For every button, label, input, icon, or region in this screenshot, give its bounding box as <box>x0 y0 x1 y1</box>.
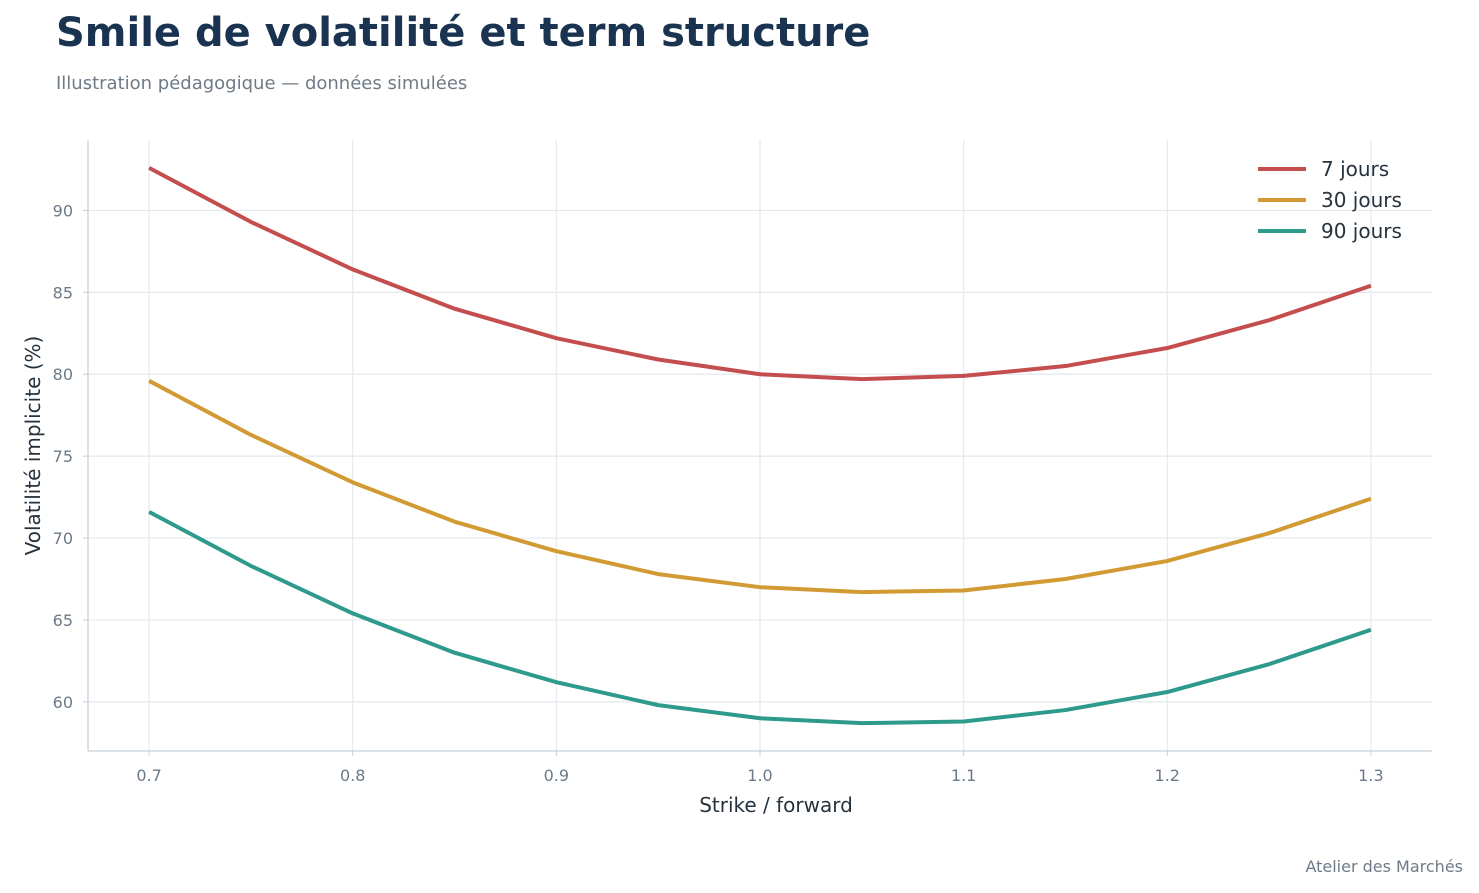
x-tick-label: 1.2 <box>1155 766 1180 785</box>
series-line-90-jours <box>148 510 1372 726</box>
series-line-7-jours <box>148 166 1372 382</box>
y-tick-label: 75 <box>53 447 73 466</box>
axes-layer: 0.7 0.8 0.9 1.0 1.1 1.2 1.3 60 65 70 75 80 85 90 <box>53 140 1432 785</box>
legend: 7 jours 30 jours 90 jours <box>1258 157 1402 243</box>
y-tick-label: 70 <box>53 529 73 548</box>
legend-label: 30 jours <box>1321 188 1402 212</box>
x-tick-label: 0.7 <box>136 766 161 785</box>
chart-subtitle: Illustration pédagogique — données simul… <box>56 73 468 94</box>
y-tick-label: 90 <box>53 201 73 220</box>
series-line-30-jours <box>148 379 1372 595</box>
chart-title: Smile de volatilité et term structure <box>56 10 871 56</box>
credit-text: Atelier des Marchés <box>1305 857 1463 876</box>
x-axis-title: Strike / forward <box>699 793 853 817</box>
y-axis-title: Volatilité implicite (%) <box>21 336 45 556</box>
legend-label: 7 jours <box>1321 157 1389 181</box>
x-tick-label: 1.0 <box>747 766 772 785</box>
y-tick-label: 85 <box>53 283 73 302</box>
grid-layer <box>88 140 1432 751</box>
x-tick-label: 0.8 <box>340 766 365 785</box>
y-tick-label: 65 <box>53 611 73 630</box>
x-tick-label: 0.9 <box>544 766 569 785</box>
series-layer <box>148 166 1372 726</box>
y-tick-label: 80 <box>53 365 73 384</box>
x-tick-label: 1.3 <box>1358 766 1383 785</box>
x-tick-label: 1.1 <box>951 766 976 785</box>
legend-label: 90 jours <box>1321 219 1402 243</box>
y-tick-label: 60 <box>53 693 73 712</box>
